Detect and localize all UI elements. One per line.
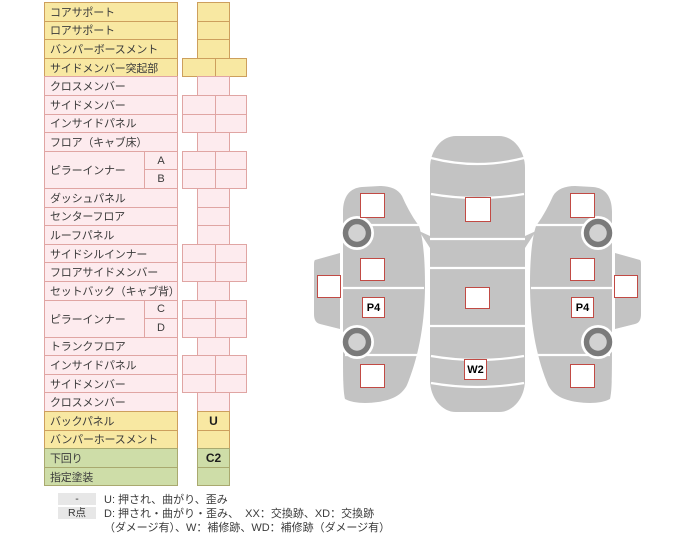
wheel-icon xyxy=(340,216,374,250)
car-top-view xyxy=(419,136,536,412)
legend: - U: 押され、曲がり、歪み R点 D: 押され・曲がり・歪み、 XX：交換跡、XD… xyxy=(58,492,390,534)
part-row: バンパーボースメント xyxy=(44,39,294,59)
part-label: 指定塗装 xyxy=(44,466,178,487)
part-row: センターフロア xyxy=(44,206,294,227)
part-label: インサイドパネル xyxy=(44,355,178,375)
status-cell xyxy=(182,113,247,134)
status-cell xyxy=(182,373,247,394)
part-label: ピラーインナー xyxy=(44,299,145,338)
part-row: 下回り C2 xyxy=(44,448,294,468)
legend-row: （ダメージ有）、W：補修跡、WD：補修跡（ダメージ有） xyxy=(58,520,390,534)
part-row: セットバック（キャブ背） xyxy=(44,280,294,301)
part-row: サイドメンバー xyxy=(44,94,294,115)
legend-badge xyxy=(58,520,96,532)
part-row: サイドシルインナー xyxy=(44,243,294,264)
legend-row: - U: 押され、曲がり、歪み xyxy=(58,492,390,506)
part-label: 下回り xyxy=(44,448,178,468)
part-row: サイドメンバー xyxy=(44,373,294,394)
status-cell xyxy=(182,243,247,264)
part-row: クロスメンバー xyxy=(44,76,294,96)
part-label: ダッシュパネル xyxy=(44,187,178,208)
car-top-body xyxy=(430,136,525,412)
status-cell xyxy=(197,225,230,245)
status-cell xyxy=(197,392,230,413)
status-cell xyxy=(197,336,230,357)
part-row: ダッシュパネル xyxy=(44,187,294,208)
legend-badge: - xyxy=(58,492,96,505)
part-label: セットバック（キャブ背） xyxy=(44,280,180,301)
status-cell xyxy=(197,76,230,96)
right-mirror-icon xyxy=(525,231,536,248)
status-cell xyxy=(182,94,247,115)
status-cell xyxy=(182,355,247,375)
damage-parts-table: コアサポート ロアサポート バンパーボースメント サイドメンバー突起部 クロスメンバーサ… xyxy=(44,2,294,487)
status-cell xyxy=(182,262,247,282)
legend-text: D: 押され・曲がり・歪み、 XX：交換跡、XD：交換跡 xyxy=(104,507,375,520)
part-label: ロアサポート xyxy=(44,20,178,41)
part-label: サイドシルインナー xyxy=(44,243,178,264)
car-side-view-right xyxy=(530,186,641,403)
part-row: ロアサポート xyxy=(44,20,294,41)
part-row: フロアサイドメンバー xyxy=(44,262,294,282)
part-label: トランクフロア xyxy=(44,336,178,357)
wheel-icon xyxy=(340,325,374,359)
status-cell xyxy=(197,280,230,301)
part-row: バックパネル U xyxy=(44,411,294,431)
part-row: ルーフパネル xyxy=(44,225,294,245)
part-row: サイドメンバー突起部 xyxy=(44,57,294,78)
part-row: インサイドパネル xyxy=(44,113,294,134)
part-row: コアサポート xyxy=(44,2,294,22)
part-sublabel: A xyxy=(144,150,178,171)
status-cell xyxy=(197,20,230,41)
legend-text: U: 押され、曲がり、歪み xyxy=(104,493,228,506)
status-cell xyxy=(197,132,230,152)
status-cell: C2 xyxy=(197,448,230,468)
legend-row: R点 D: 押され・曲がり・歪み、 XX：交換跡、XD：交換跡 xyxy=(58,506,390,520)
part-label: サイドメンバー xyxy=(44,373,178,394)
car-side-front-panel xyxy=(314,253,340,329)
part-label: ピラーインナー xyxy=(44,150,145,189)
car-side-view-left xyxy=(314,186,425,403)
status-cell xyxy=(197,466,230,487)
status-cell xyxy=(182,318,247,338)
part-label: クロスメンバー xyxy=(44,76,178,96)
part-row: バンパーホースメント xyxy=(44,429,294,450)
part-row: クロスメンバー xyxy=(44,392,294,413)
part-sublabel: C xyxy=(144,299,178,320)
status-cell: U xyxy=(197,411,230,431)
status-cell xyxy=(182,299,247,320)
part-row: 指定塗装 xyxy=(44,466,294,487)
part-label: クロスメンバー xyxy=(44,392,178,413)
part-label: インサイドパネル xyxy=(44,113,178,134)
part-label: サイドメンバー突起部 xyxy=(44,57,178,78)
part-label: バンパーホースメント xyxy=(44,429,178,450)
part-sublabel: D xyxy=(144,318,178,338)
legend-text: （ダメージ有）、W：補修跡、WD：補修跡（ダメージ有） xyxy=(104,521,391,534)
part-label: サイドメンバー xyxy=(44,94,178,115)
legend-badge: R点 xyxy=(58,506,96,519)
status-cell xyxy=(182,57,247,78)
part-label: ルーフパネル xyxy=(44,225,178,245)
part-label: バンパーボースメント xyxy=(44,39,178,59)
status-cell xyxy=(197,2,230,22)
part-label: バックパネル xyxy=(44,411,178,431)
status-cell xyxy=(197,39,230,59)
status-cell xyxy=(197,187,230,208)
part-label: センターフロア xyxy=(44,206,178,227)
status-cell xyxy=(182,169,247,189)
left-mirror-icon xyxy=(419,231,430,248)
part-row: ピラーインナー A B xyxy=(44,150,294,189)
part-sublabel: B xyxy=(144,169,178,189)
part-row: トランクフロア xyxy=(44,336,294,357)
part-row: インサイドパネル xyxy=(44,355,294,375)
status-cell xyxy=(182,150,247,171)
part-label: フロア（キャブ床） xyxy=(44,132,178,152)
status-cell xyxy=(197,429,230,450)
status-cell xyxy=(197,206,230,227)
part-row: フロア（キャブ床） xyxy=(44,132,294,152)
part-row: ピラーインナー C D xyxy=(44,299,294,338)
part-label: コアサポート xyxy=(44,2,178,22)
part-label: フロアサイドメンバー xyxy=(44,262,178,282)
